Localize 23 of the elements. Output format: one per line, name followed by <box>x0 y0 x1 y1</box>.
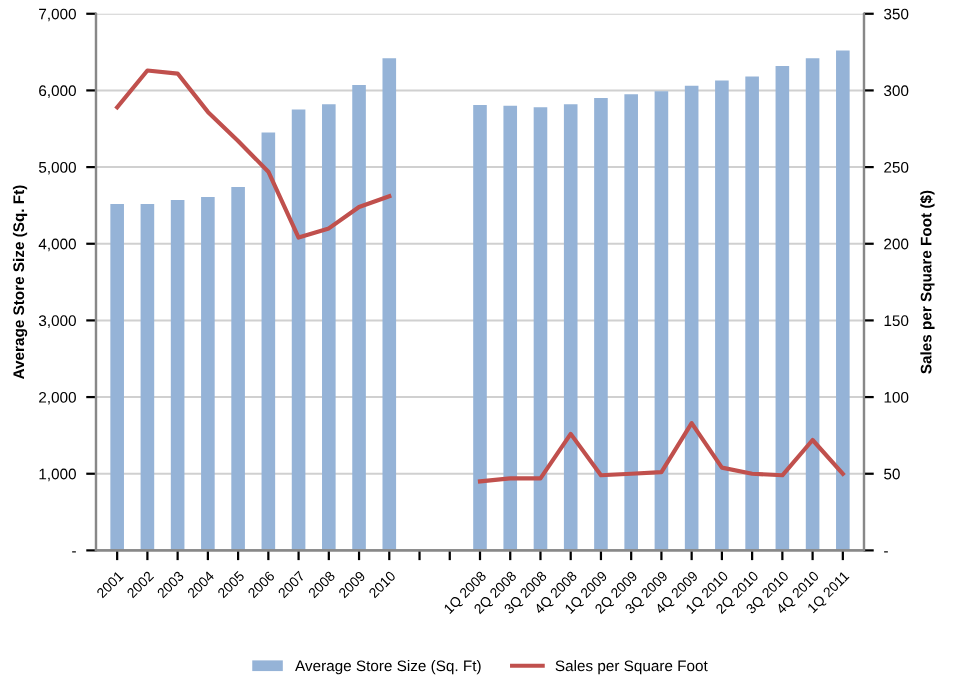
bar <box>805 58 820 551</box>
bar <box>533 107 548 551</box>
bar <box>745 76 759 551</box>
bar <box>684 85 699 551</box>
bar <box>231 187 245 551</box>
bar <box>261 132 276 551</box>
bar <box>624 94 638 551</box>
bar <box>291 109 306 551</box>
bar <box>382 58 397 551</box>
bar <box>201 196 215 551</box>
bar <box>110 203 124 551</box>
bar <box>352 85 366 551</box>
bar <box>503 105 518 551</box>
bar <box>775 65 790 551</box>
bar <box>654 91 669 551</box>
bar <box>140 203 155 551</box>
bar <box>563 104 578 551</box>
bar <box>594 98 608 551</box>
bar <box>170 200 185 551</box>
bar <box>836 50 850 551</box>
bar <box>715 80 729 551</box>
bar <box>473 104 487 551</box>
bar <box>322 104 336 551</box>
